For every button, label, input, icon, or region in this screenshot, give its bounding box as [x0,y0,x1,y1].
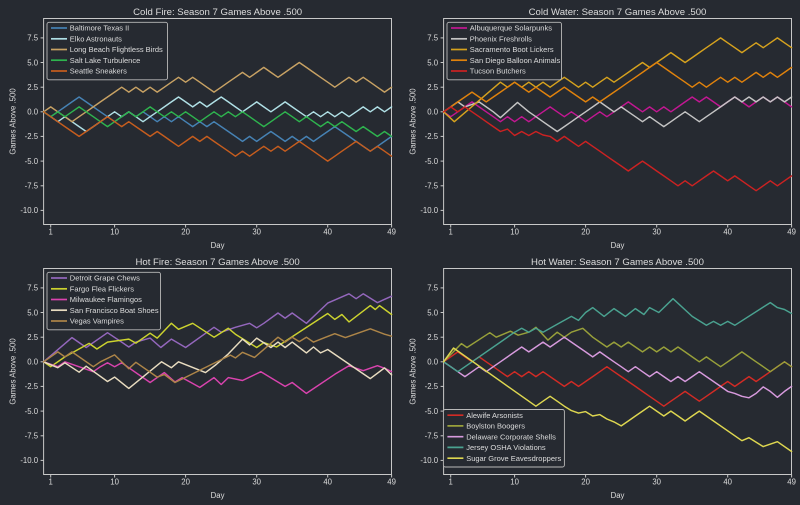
svg-text:Day: Day [211,241,225,250]
svg-text:San Francisco Boat Shoes: San Francisco Boat Shoes [70,306,159,315]
svg-text:Jersey OSHA Violations: Jersey OSHA Violations [466,443,546,452]
svg-text:Day: Day [611,491,625,500]
svg-text:0.0: 0.0 [27,358,39,367]
svg-text:San Diego Balloon Animals: San Diego Balloon Animals [470,56,561,65]
svg-text:30: 30 [252,478,261,487]
svg-text:Hot Water: Season 7 Games Abov: Hot Water: Season 7 Games Above .500 [531,257,704,268]
svg-text:-7.5: -7.5 [425,182,439,191]
svg-text:Salt Lake Turbulence: Salt Lake Turbulence [70,56,140,65]
svg-text:Day: Day [611,241,625,250]
svg-text:Games Above .500: Games Above .500 [409,88,418,155]
svg-text:2.5: 2.5 [427,83,439,92]
svg-text:49: 49 [787,228,796,237]
svg-text:30: 30 [652,478,661,487]
svg-text:-2.5: -2.5 [425,132,439,141]
svg-text:5.0: 5.0 [27,308,39,317]
svg-text:Baltimore Texas II: Baltimore Texas II [70,24,129,33]
svg-text:1: 1 [449,228,453,237]
svg-text:-2.5: -2.5 [25,382,39,391]
svg-text:5.0: 5.0 [27,58,39,67]
svg-text:Boylston Boogers: Boylston Boogers [466,422,525,431]
svg-text:49: 49 [787,478,796,487]
svg-text:49: 49 [387,228,396,237]
svg-text:1: 1 [449,478,453,487]
svg-text:Hot Fire: Season 7 Games Above: Hot Fire: Season 7 Games Above .500 [135,257,299,268]
svg-text:10: 10 [110,228,119,237]
svg-text:0.0: 0.0 [27,108,39,117]
svg-text:Phoenix Freshrolls: Phoenix Freshrolls [470,35,532,44]
svg-text:0.0: 0.0 [427,358,439,367]
svg-text:-2.5: -2.5 [25,132,39,141]
svg-text:20: 20 [181,228,190,237]
svg-text:Day: Day [211,491,225,500]
svg-text:Seattle Sneakers: Seattle Sneakers [70,67,127,76]
svg-text:20: 20 [581,228,590,237]
svg-text:Games Above .500: Games Above .500 [409,338,418,405]
svg-text:30: 30 [652,228,661,237]
svg-text:20: 20 [581,478,590,487]
svg-text:Albuquerque Solarpunks: Albuquerque Solarpunks [470,24,552,33]
svg-text:Games Above .500: Games Above .500 [9,338,18,405]
svg-text:1: 1 [49,478,53,487]
svg-text:7.5: 7.5 [427,34,439,43]
svg-text:-10.0: -10.0 [20,456,38,465]
svg-text:40: 40 [323,478,332,487]
svg-text:-7.5: -7.5 [425,432,439,441]
svg-text:10: 10 [510,478,519,487]
svg-text:40: 40 [323,228,332,237]
svg-text:Detroit Grape Chews: Detroit Grape Chews [70,274,140,283]
svg-text:-2.5: -2.5 [425,382,439,391]
svg-text:5.0: 5.0 [427,58,439,67]
svg-text:30: 30 [252,228,261,237]
svg-text:-5.0: -5.0 [425,157,439,166]
svg-text:2.5: 2.5 [27,333,39,342]
svg-text:-7.5: -7.5 [25,182,39,191]
svg-text:Milwaukee Flamingos: Milwaukee Flamingos [70,295,142,304]
svg-text:Delaware Corporate Shells: Delaware Corporate Shells [466,432,556,441]
svg-text:20: 20 [181,478,190,487]
svg-text:2.5: 2.5 [427,333,439,342]
svg-text:Sacramento Boot Lickers: Sacramento Boot Lickers [470,45,554,54]
svg-text:10: 10 [510,228,519,237]
svg-text:Games Above .500: Games Above .500 [9,88,18,155]
svg-text:1: 1 [49,228,53,237]
svg-text:-5.0: -5.0 [425,407,439,416]
svg-text:Long Beach Flightless Birds: Long Beach Flightless Birds [70,45,163,54]
svg-text:2.5: 2.5 [27,83,39,92]
svg-text:-10.0: -10.0 [420,206,438,215]
svg-text:Alewife Arsonists: Alewife Arsonists [466,411,523,420]
svg-text:-5.0: -5.0 [25,407,39,416]
svg-text:-10.0: -10.0 [420,456,438,465]
svg-text:-5.0: -5.0 [25,157,39,166]
svg-text:-10.0: -10.0 [20,206,38,215]
svg-text:Vegas Vampires: Vegas Vampires [70,317,124,326]
svg-text:Tucson Butchers: Tucson Butchers [470,67,526,76]
svg-text:7.5: 7.5 [427,284,439,293]
svg-text:-7.5: -7.5 [25,432,39,441]
svg-text:40: 40 [723,228,732,237]
svg-text:Elko Astronauts: Elko Astronauts [70,35,122,44]
svg-text:Fargo Flea Flickers: Fargo Flea Flickers [70,284,134,293]
svg-text:40: 40 [723,478,732,487]
svg-text:0.0: 0.0 [427,108,439,117]
svg-text:49: 49 [387,478,396,487]
svg-text:Cold Water: Season 7 Games Abo: Cold Water: Season 7 Games Above .500 [529,7,707,18]
svg-text:7.5: 7.5 [27,34,39,43]
svg-text:Cold Fire: Season 7 Games Abov: Cold Fire: Season 7 Games Above .500 [133,7,302,18]
svg-text:5.0: 5.0 [427,308,439,317]
svg-text:Sugar Grove Eavesdroppers: Sugar Grove Eavesdroppers [466,454,561,463]
svg-text:10: 10 [110,478,119,487]
svg-text:7.5: 7.5 [27,284,39,293]
